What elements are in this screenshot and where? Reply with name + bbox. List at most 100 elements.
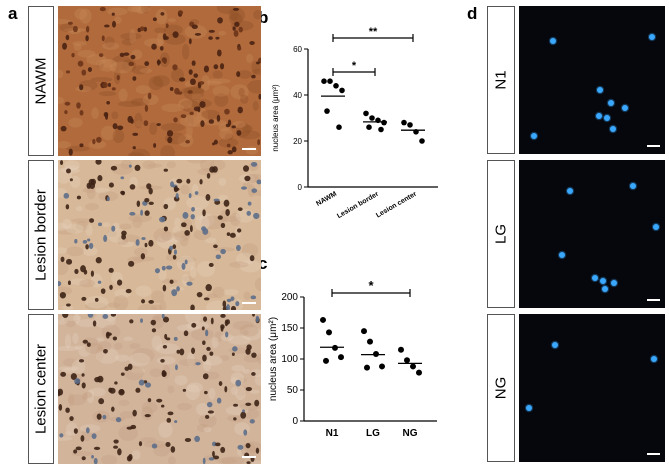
tissue-texture	[141, 401, 158, 414]
stained-nucleus	[220, 248, 226, 255]
tissue-texture	[232, 120, 246, 128]
tissue-texture	[67, 394, 87, 406]
stained-nucleus	[58, 390, 61, 397]
fluorescent-nucleus	[653, 224, 659, 230]
stained-nucleus	[65, 407, 70, 413]
data-point	[398, 346, 404, 353]
stained-nucleus	[64, 101, 71, 106]
stained-nucleus	[150, 319, 157, 326]
tissue-texture	[159, 236, 184, 243]
stained-nucleus	[213, 139, 218, 145]
stained-nucleus	[226, 298, 232, 303]
y-tick-label: 100	[281, 354, 298, 365]
tissue-texture	[186, 196, 210, 210]
stained-nucleus	[232, 26, 236, 31]
fluorescent-nucleus	[526, 405, 532, 411]
stained-nucleus	[144, 210, 150, 216]
stained-nucleus	[223, 199, 230, 207]
stained-nucleus	[254, 399, 260, 407]
stained-nucleus	[103, 234, 108, 243]
stained-nucleus	[117, 279, 123, 286]
tissue-texture	[129, 148, 151, 156]
stained-nucleus	[226, 304, 231, 310]
stained-nucleus	[208, 119, 215, 124]
tissue-texture	[84, 302, 108, 310]
data-point	[379, 363, 385, 370]
tissue-texture	[206, 293, 218, 299]
stained-nucleus	[139, 26, 145, 32]
stained-nucleus	[140, 318, 143, 323]
stained-nucleus	[220, 314, 226, 318]
tissue-texture	[90, 273, 103, 288]
stained-nucleus	[154, 268, 161, 274]
tissue-texture	[66, 246, 84, 257]
tissue-texture	[69, 278, 89, 286]
stained-nucleus	[203, 65, 210, 73]
tissue-texture	[252, 101, 259, 111]
stained-nucleus	[253, 212, 260, 220]
micrograph-lesion-border-svg	[58, 160, 261, 310]
stained-nucleus	[212, 455, 220, 460]
stained-nucleus	[251, 372, 256, 376]
stained-nucleus	[120, 372, 125, 376]
tissue-texture	[186, 123, 193, 139]
tissue-texture	[85, 202, 99, 211]
tissue-texture	[70, 218, 95, 223]
tissue-texture	[86, 185, 96, 200]
stained-nucleus	[216, 114, 221, 122]
tissue-texture	[221, 456, 245, 464]
stained-nucleus	[199, 101, 206, 108]
stained-nucleus	[231, 125, 236, 129]
tissue-texture	[158, 267, 167, 281]
stained-nucleus	[140, 209, 144, 216]
data-point	[363, 110, 369, 117]
tissue-texture	[230, 84, 249, 100]
stained-nucleus	[180, 114, 187, 119]
stained-nucleus	[174, 420, 178, 423]
tissue-texture	[149, 122, 158, 135]
panel-d-row-label-ng: NG	[487, 314, 515, 462]
stained-nucleus	[167, 136, 173, 144]
stained-nucleus	[66, 168, 71, 174]
y-tick-label: 20	[293, 137, 302, 146]
stained-nucleus	[82, 240, 88, 244]
tissue-texture	[74, 8, 88, 20]
stained-nucleus	[69, 416, 74, 421]
tissue-texture	[186, 160, 207, 164]
tissue-texture	[239, 260, 261, 273]
tissue-texture	[58, 96, 65, 105]
stained-nucleus	[165, 441, 171, 448]
tissue-texture	[235, 385, 248, 397]
stained-nucleus	[224, 385, 228, 393]
tissue-texture	[201, 109, 220, 120]
stained-nucleus	[185, 139, 190, 144]
stained-nucleus	[135, 239, 140, 246]
fluorescent-nucleus	[630, 183, 636, 189]
tissue-texture	[153, 228, 171, 243]
stained-nucleus	[187, 90, 193, 94]
tissue-texture	[167, 385, 175, 394]
stained-nucleus	[147, 398, 152, 403]
stained-nucleus	[153, 143, 157, 148]
tissue-texture	[58, 141, 72, 149]
stained-nucleus	[186, 281, 193, 286]
tissue-texture	[130, 368, 146, 374]
tissue-texture	[102, 222, 111, 228]
stained-nucleus	[95, 257, 102, 264]
stained-nucleus	[233, 417, 237, 421]
stained-nucleus	[63, 192, 70, 199]
stained-nucleus	[74, 268, 79, 275]
stained-nucleus	[225, 331, 229, 338]
stained-nucleus	[88, 242, 94, 250]
data-point	[410, 363, 416, 370]
tissue-texture	[234, 422, 251, 436]
stained-nucleus	[123, 52, 130, 56]
tissue-texture	[121, 38, 136, 46]
fluorescent-nucleus	[649, 34, 655, 40]
tissue-texture	[237, 130, 261, 140]
tissue-texture	[155, 343, 180, 355]
stained-nucleus	[188, 69, 193, 75]
scale-bar	[647, 299, 660, 301]
tissue-texture	[73, 314, 81, 324]
tissue-texture	[75, 220, 89, 231]
